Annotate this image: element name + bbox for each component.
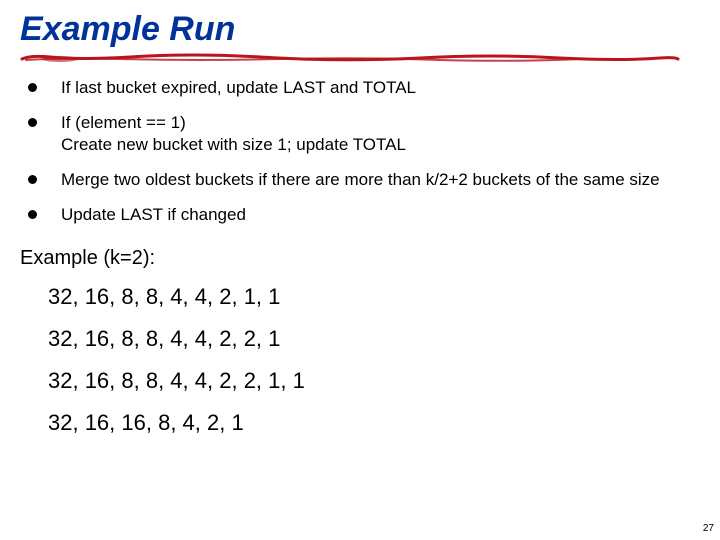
bullet-dot-icon [28, 83, 37, 92]
bullet-text: If last bucket expired, update LAST and … [61, 77, 700, 98]
bullet-text: Merge two oldest buckets if there are mo… [61, 169, 700, 190]
bullet-item: Merge two oldest buckets if there are mo… [28, 169, 700, 190]
example-line: 32, 16, 16, 8, 4, 2, 1 [48, 410, 700, 436]
bullet-dot-icon [28, 118, 37, 127]
example-line: 32, 16, 8, 8, 4, 4, 2, 2, 1, 1 [48, 368, 700, 394]
bullet-item: If (element == 1)Create new bucket with … [28, 112, 700, 155]
bullet-item: If last bucket expired, update LAST and … [28, 77, 700, 98]
bullet-dot-icon [28, 175, 37, 184]
bullet-item: Update LAST if changed [28, 204, 700, 225]
title-underline [20, 51, 680, 63]
bullet-dot-icon [28, 210, 37, 219]
bullet-text: If (element == 1)Create new bucket with … [61, 112, 700, 155]
bullet-text: Update LAST if changed [61, 204, 700, 225]
example-line: 32, 16, 8, 8, 4, 4, 2, 1, 1 [48, 284, 700, 310]
slide-title: Example Run [20, 10, 700, 49]
page-number: 27 [703, 523, 714, 534]
example-label: Example (k=2): [20, 247, 700, 270]
bullet-list: If last bucket expired, update LAST and … [20, 77, 700, 225]
example-line: 32, 16, 8, 8, 4, 4, 2, 2, 1 [48, 326, 700, 352]
slide-container: Example Run If last bucket expired, upda… [0, 0, 720, 462]
